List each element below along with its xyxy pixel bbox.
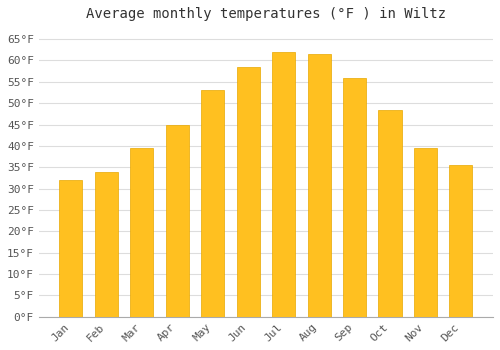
Bar bbox=[343, 78, 366, 317]
Bar bbox=[60, 180, 82, 317]
Title: Average monthly temperatures (°F ) in Wiltz: Average monthly temperatures (°F ) in Wi… bbox=[86, 7, 446, 21]
Bar bbox=[414, 148, 437, 317]
Bar bbox=[378, 110, 402, 317]
Bar bbox=[450, 165, 472, 317]
Bar bbox=[272, 52, 295, 317]
Bar bbox=[130, 148, 154, 317]
Bar bbox=[236, 67, 260, 317]
Bar bbox=[95, 172, 118, 317]
Bar bbox=[308, 54, 330, 317]
Bar bbox=[201, 90, 224, 317]
Bar bbox=[166, 125, 189, 317]
